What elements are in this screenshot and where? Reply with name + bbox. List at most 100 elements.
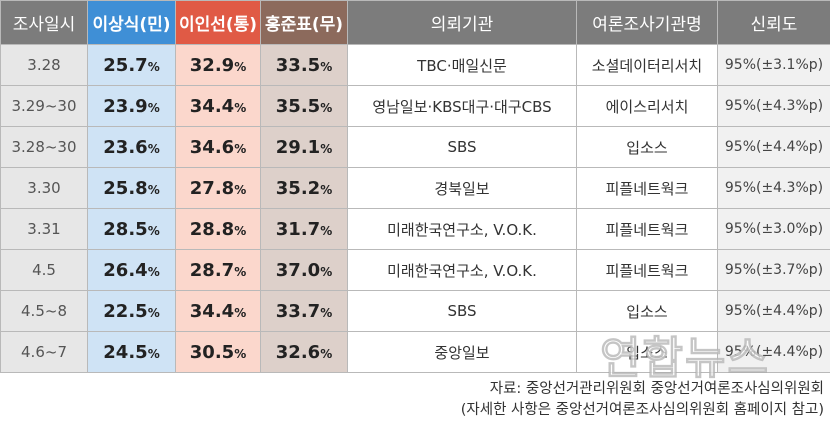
cell-candidate-c: 35.5%	[260, 85, 348, 127]
table-row: 3.29~30 23.9% 34.4% 35.5% 영남일보·KBS대구·대구CBS 에이…	[0, 85, 830, 127]
cell-candidate-b: 32.9%	[175, 44, 261, 86]
cell-candidate-a: 23.6%	[87, 126, 176, 168]
cell-date: 3.30	[0, 167, 88, 209]
cell-candidate-b-value: 34.4	[189, 95, 235, 117]
cell-pollster-value: 소셜데이터리서치	[591, 56, 703, 75]
cell-confidence: 95%(±3.0%p)	[717, 208, 830, 250]
percent-sign: %	[234, 223, 247, 238]
cell-candidate-b: 27.8%	[175, 167, 261, 209]
cell-client-value: 경북일보	[434, 179, 490, 198]
header-client: 의뢰기관	[347, 0, 577, 45]
percent-sign: %	[320, 59, 333, 74]
header-confidence: 신뢰도	[717, 0, 830, 45]
cell-date: 3.28~30	[0, 126, 88, 168]
table-body: 3.28 25.7% 32.9% 33.5% TBC·매일신문 소셜데이터리서치 95%(±…	[0, 44, 830, 373]
cell-candidate-c: 33.7%	[260, 290, 348, 332]
footer: 자료: 중앙선거관리위원회 중앙선거여론조사심의위원회 (자세한 사항은 중앙선…	[461, 379, 824, 421]
cell-candidate-b-value: 34.6	[189, 136, 235, 158]
cell-candidate-c-value: 33.5	[275, 54, 321, 76]
percent-sign: %	[234, 305, 247, 320]
cell-candidate-b: 34.4%	[175, 85, 261, 127]
cell-pollster-value: 피플네트웍크	[605, 261, 689, 280]
cell-candidate-a: 23.9%	[87, 85, 176, 127]
cell-candidate-c: 37.0%	[260, 249, 348, 291]
cell-client-value: 중앙일보	[434, 343, 490, 362]
percent-sign: %	[234, 182, 247, 197]
cell-client: 경북일보	[347, 167, 577, 209]
cell-candidate-b-value: 32.9	[189, 54, 235, 76]
cell-pollster-value: 입소스	[626, 138, 668, 157]
cell-pollster-value: 피플네트웍크	[605, 220, 689, 239]
header-date: 조사일시	[0, 0, 88, 45]
cell-pollster: 피플네트웍크	[576, 167, 718, 209]
cell-candidate-c-value: 37.0	[275, 259, 321, 281]
cell-date-value: 3.31	[27, 220, 61, 238]
header-row: 조사일시 이상식(민) 이인선(통) 홍준표(무) 의뢰기관 여론조사기관명 신…	[0, 0, 830, 45]
percent-sign: %	[320, 100, 333, 115]
cell-pollster: 입소스	[576, 290, 718, 332]
cell-candidate-c: 35.2%	[260, 167, 348, 209]
cell-candidate-c-value: 33.7	[275, 300, 321, 322]
cell-client-value: 미래한국연구소, V.O.K.	[387, 220, 537, 239]
cell-date: 4.5	[0, 249, 88, 291]
cell-pollster-value: 피플네트웍크	[605, 179, 689, 198]
cell-client-value: TBC·매일신문	[417, 56, 507, 75]
cell-candidate-c: 32.6%	[260, 331, 348, 373]
cell-candidate-b: 34.6%	[175, 126, 261, 168]
cell-confidence-value: 95%(±4.4%p)	[724, 344, 824, 360]
cell-confidence-value: 95%(±3.0%p)	[724, 221, 824, 237]
cell-candidate-c: 33.5%	[260, 44, 348, 86]
percent-sign: %	[320, 305, 333, 320]
cell-candidate-a: 25.8%	[87, 167, 176, 209]
cell-confidence: 95%(±4.4%p)	[717, 331, 830, 373]
cell-confidence: 95%(±4.4%p)	[717, 290, 830, 332]
cell-candidate-b-value: 28.7	[189, 259, 235, 281]
table-row: 3.31 28.5% 28.8% 31.7% 미래한국연구소, V.O.K. 피플네트웍크…	[0, 208, 830, 250]
cell-client: 미래한국연구소, V.O.K.	[347, 249, 577, 291]
cell-pollster: 소셜데이터리서치	[576, 44, 718, 86]
percent-sign: %	[147, 59, 160, 74]
percent-sign: %	[320, 223, 333, 238]
cell-candidate-c-value: 35.5	[275, 95, 321, 117]
cell-candidate-a: 25.7%	[87, 44, 176, 86]
cell-candidate-a-value: 22.5	[103, 300, 148, 322]
header-candidate-b: 이인선(통)	[175, 0, 261, 45]
cell-client-value: 영남일보·KBS대구·대구CBS	[372, 97, 552, 116]
cell-candidate-c-value: 29.1	[275, 136, 321, 158]
cell-candidate-a: 22.5%	[87, 290, 176, 332]
cell-candidate-b-value: 34.4	[189, 300, 235, 322]
header-pollster: 여론조사기관명	[576, 0, 718, 45]
table-row: 4.6~7 24.5% 30.5% 32.6% 중앙일보 입소스 95%(±4.4%p)	[0, 331, 830, 373]
percent-sign: %	[147, 141, 160, 156]
percent-sign: %	[147, 305, 160, 320]
cell-date: 4.6~7	[0, 331, 88, 373]
cell-candidate-a-value: 28.5	[103, 218, 148, 240]
cell-date: 3.29~30	[0, 85, 88, 127]
cell-date-value: 3.30	[27, 179, 61, 197]
cell-pollster: 입소스	[576, 331, 718, 373]
cell-pollster: 피플네트웍크	[576, 208, 718, 250]
cell-confidence: 95%(±3.7%p)	[717, 249, 830, 291]
cell-client-value: 미래한국연구소, V.O.K.	[387, 261, 537, 280]
percent-sign: %	[234, 346, 247, 361]
percent-sign: %	[147, 264, 160, 279]
table-row: 3.28 25.7% 32.9% 33.5% TBC·매일신문 소셜데이터리서치 95%(±…	[0, 44, 830, 86]
percent-sign: %	[234, 141, 247, 156]
cell-date-value: 3.28~30	[11, 138, 77, 156]
source-text: 자료: 중앙선거관리위원회 중앙선거여론조사심의위원회	[489, 381, 824, 397]
percent-sign: %	[234, 59, 247, 74]
cell-candidate-c: 31.7%	[260, 208, 348, 250]
cell-pollster-value: 입소스	[626, 302, 668, 321]
table-row: 3.30 25.8% 27.8% 35.2% 경북일보 피플네트웍크 95%(±4.3%p)	[0, 167, 830, 209]
header-candidate-a: 이상식(민)	[87, 0, 176, 45]
cell-client: SBS	[347, 290, 577, 332]
cell-client: 영남일보·KBS대구·대구CBS	[347, 85, 577, 127]
cell-client-value: SBS	[447, 302, 477, 320]
cell-pollster-value: 입소스	[626, 343, 668, 362]
cell-candidate-a-value: 25.8	[103, 177, 148, 199]
cell-candidate-c: 29.1%	[260, 126, 348, 168]
cell-candidate-b: 30.5%	[175, 331, 261, 373]
cell-candidate-b-value: 30.5	[189, 341, 235, 363]
table-row: 4.5 26.4% 28.7% 37.0% 미래한국연구소, V.O.K. 피플네트웍크 9…	[0, 249, 830, 291]
cell-pollster: 피플네트웍크	[576, 249, 718, 291]
